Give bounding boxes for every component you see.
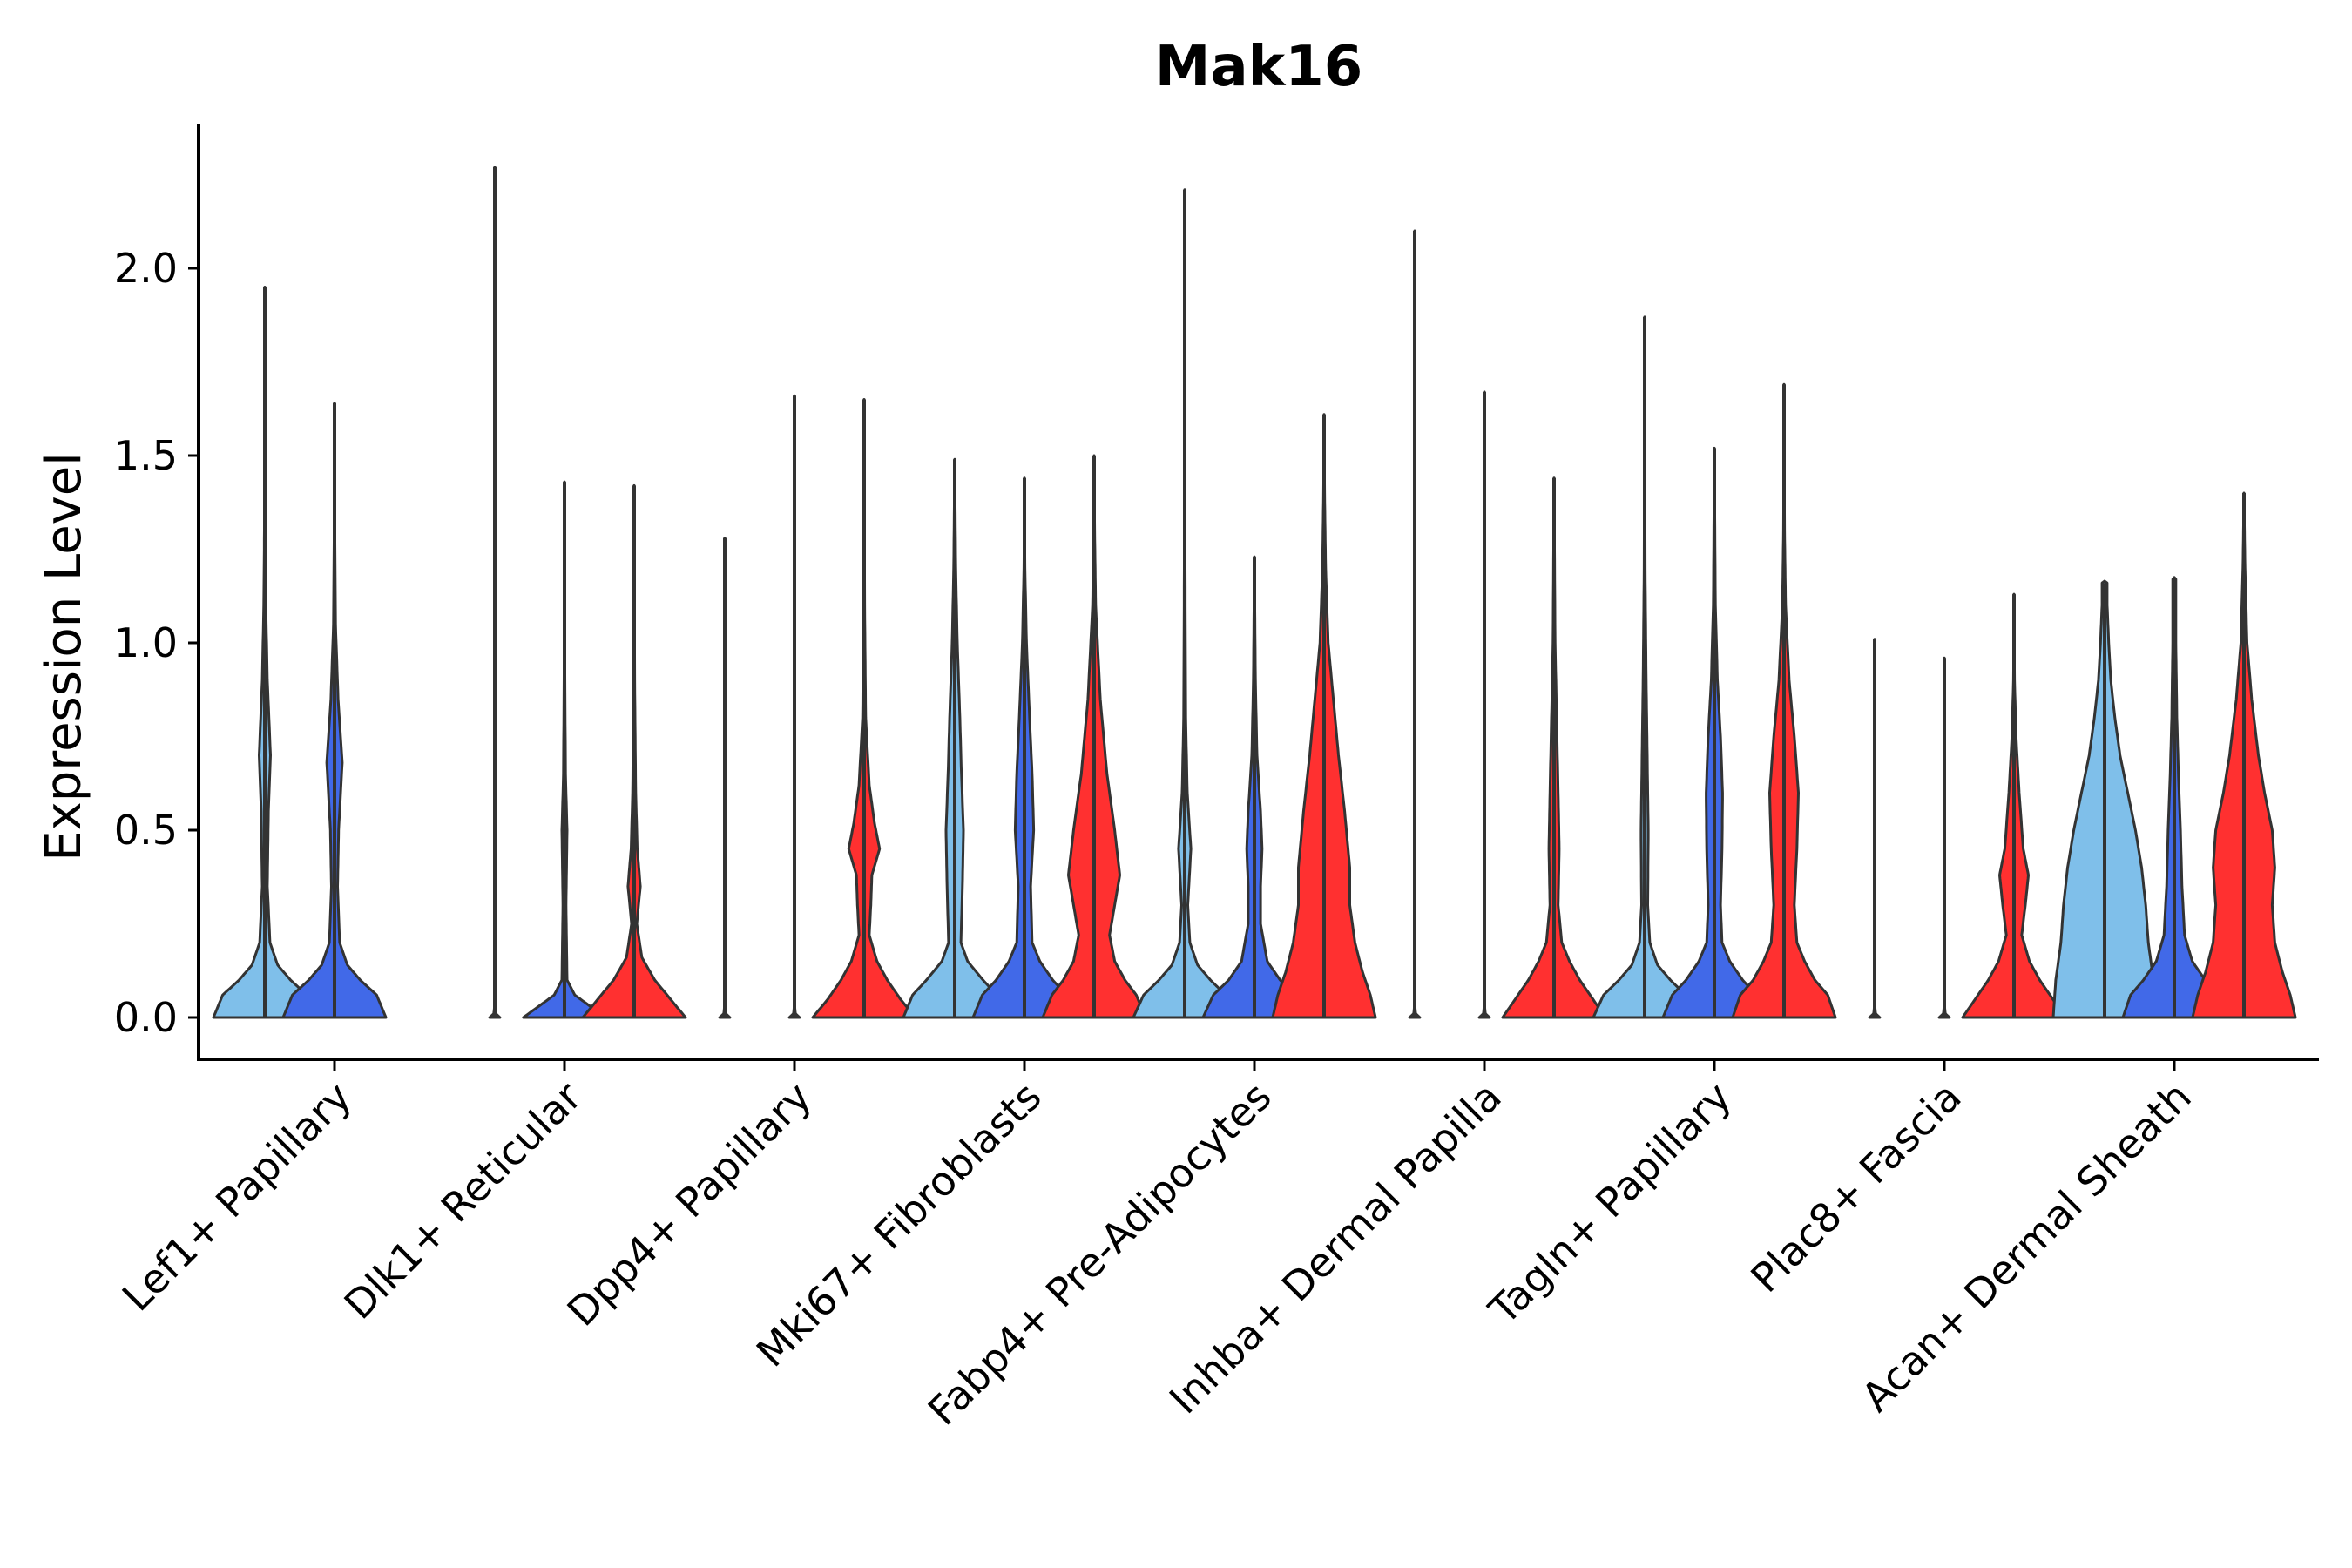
x-tick-label: Plac8+ Fascia [1741, 1073, 1970, 1301]
y-axis-label: Expression Level [36, 452, 92, 862]
violins-group [212, 166, 2297, 1019]
y-tick-label: 2.0 [114, 245, 178, 292]
x-tick-label: Dpp4+ Papillary [558, 1073, 821, 1335]
y-ticks-group: 0.0 0.5 1.0 1.5 2.0 [114, 245, 199, 1041]
y-tick-label: 1.0 [114, 619, 178, 666]
x-tick-label: Dlk1+ Reticular [335, 1073, 591, 1328]
y-tick-label: 0.5 [114, 807, 178, 854]
x-tick-label: Tagln+ Papillary [1479, 1073, 1740, 1335]
y-tick-label: 0.0 [114, 994, 178, 1041]
chart-title: Mak16 [1155, 35, 1363, 99]
y-tick-label: 1.5 [114, 432, 178, 479]
x-tick-label: Lef1+ Papillary [113, 1073, 361, 1321]
